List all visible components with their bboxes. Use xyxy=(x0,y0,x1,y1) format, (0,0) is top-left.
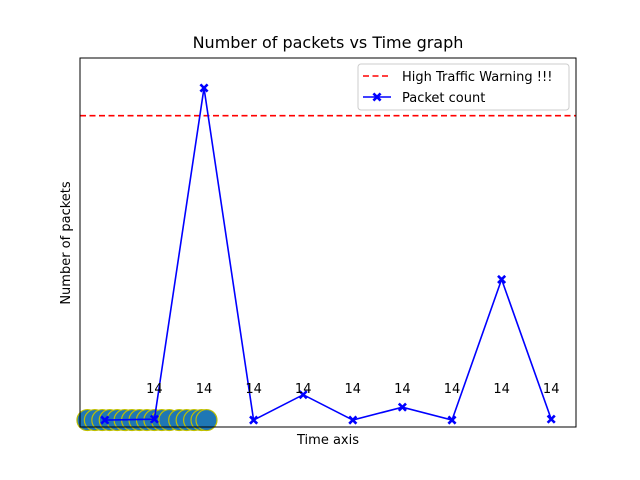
series-point-9-stroke-b xyxy=(546,414,556,424)
series-point-1-stroke-b xyxy=(149,414,159,424)
series-point-7-stroke-b xyxy=(447,415,457,425)
data-label-6: 14 xyxy=(394,382,411,397)
series-point-6-stroke-b xyxy=(397,402,407,412)
series-point-5 xyxy=(348,415,358,425)
data-label-2: 14 xyxy=(196,382,213,397)
x-axis-label: Time axis xyxy=(296,433,359,448)
series-point-8 xyxy=(497,274,507,284)
legend-series-x xyxy=(372,92,382,102)
legend-box xyxy=(357,63,570,111)
legend-series-marker xyxy=(372,92,382,102)
series-point-3-stroke-b xyxy=(249,415,259,425)
series-point-4 xyxy=(298,390,308,400)
series-point-0 xyxy=(100,415,110,425)
cluster-point-16 xyxy=(195,408,218,432)
legend-series-label: Packet count xyxy=(402,91,485,106)
series-line xyxy=(104,87,552,422)
y-axis-label: Number of packets xyxy=(59,181,74,305)
series-point-8-stroke-b xyxy=(497,274,507,284)
series-point-0-stroke-b xyxy=(100,415,110,425)
legend-series-x-stroke-b xyxy=(372,92,382,102)
chart-title: Number of packets vs Time graph xyxy=(193,33,464,52)
data-label-7: 14 xyxy=(444,382,461,397)
data-label-3: 14 xyxy=(245,382,262,397)
series-point-6 xyxy=(397,402,407,412)
legend-threshold-label: High Traffic Warning !!! xyxy=(402,70,552,85)
data-label-9: 14 xyxy=(543,382,560,397)
data-label-5: 14 xyxy=(345,382,362,397)
series-point-2 xyxy=(199,83,209,93)
series-point-3 xyxy=(249,415,259,425)
data-label-4: 14 xyxy=(295,382,312,397)
axes-frame xyxy=(79,57,577,428)
data-label-8: 14 xyxy=(493,382,510,397)
series-point-2-stroke-b xyxy=(199,83,209,93)
series-point-5-stroke-b xyxy=(348,415,358,425)
plot-area: 14 14 14 14 14 14 14 14 14 xyxy=(76,83,576,432)
series-point-7 xyxy=(447,415,457,425)
series-point-1 xyxy=(149,414,159,424)
series-point-9 xyxy=(546,414,556,424)
legend: High Traffic Warning !!! Packet count xyxy=(357,63,570,111)
series-point-4-stroke-b xyxy=(298,390,308,400)
data-label-1: 14 xyxy=(146,382,163,397)
